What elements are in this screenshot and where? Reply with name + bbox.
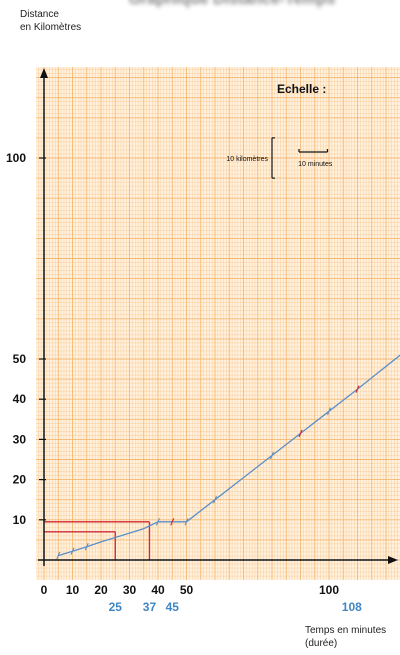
- blue-marker: [269, 451, 275, 460]
- y-tick-label: 20: [13, 473, 27, 487]
- axes: [38, 68, 398, 566]
- x-tick-label: 20: [94, 583, 108, 597]
- scale-legend-title: Echelle :: [277, 82, 326, 96]
- x-tick-label: 30: [123, 583, 137, 597]
- x-tick-label: 40: [151, 583, 165, 597]
- y-tick-label: 10: [13, 513, 27, 527]
- y-axis-arrow: [40, 68, 48, 78]
- y-tick-label: 40: [13, 392, 27, 406]
- y-tick-label: 100: [6, 151, 26, 165]
- y-axis-label-line-2: en Kilomètres: [20, 22, 82, 33]
- x-highlight-tick-label: 37: [143, 600, 157, 614]
- x-tick-label: 50: [180, 583, 194, 597]
- scale-legend: Echelle : 10 kilomètres 10 minutes: [226, 82, 333, 179]
- x-axis-arrow: [388, 556, 398, 564]
- graph-paper: [36, 67, 400, 580]
- blue-marker: [84, 543, 89, 551]
- blue-marker: [326, 407, 332, 415]
- scale-time-label: 10 minutes: [298, 161, 333, 168]
- blue-marker: [184, 518, 189, 526]
- y-axis-label: Distance en Kilomètres: [20, 8, 81, 34]
- blue-marker: [155, 518, 161, 526]
- scale-distance-label: 10 kilomètres: [226, 156, 268, 163]
- x-axis-label-line-1: Temps en minutes: [305, 625, 387, 636]
- blue-marker: [212, 495, 218, 504]
- x-axis-label: Temps en minutes (durée): [305, 624, 386, 650]
- x-highlight-tick-label: 108: [342, 600, 362, 614]
- y-axis-label-line-1: Distance: [20, 9, 59, 20]
- y-tick-label: 50: [13, 352, 27, 366]
- tick-labels: 0 10 20 30 40 50 100 25 37 45 108 10 20 30 40 50 100: [6, 151, 362, 614]
- red-marker: [298, 429, 303, 438]
- blue-marker: [70, 547, 75, 555]
- red-marker: [170, 518, 175, 526]
- y-tick-label: 30: [13, 432, 27, 446]
- x-highlight-tick-label: 45: [166, 600, 180, 614]
- x-tick-label: 10: [66, 583, 80, 597]
- x-tick-label: 0: [41, 583, 48, 597]
- x-axis-label-line-2: (durée): [305, 638, 338, 649]
- blue-marker: [56, 551, 61, 560]
- x-highlight-tick-label: 25: [109, 600, 123, 614]
- reference-lines: [44, 521, 151, 560]
- red-marker: [355, 385, 360, 393]
- chart-title: Graphique Distance-Temps: [112, 0, 352, 9]
- series-layer: [56, 354, 400, 560]
- x-tick-label: 100: [319, 583, 339, 597]
